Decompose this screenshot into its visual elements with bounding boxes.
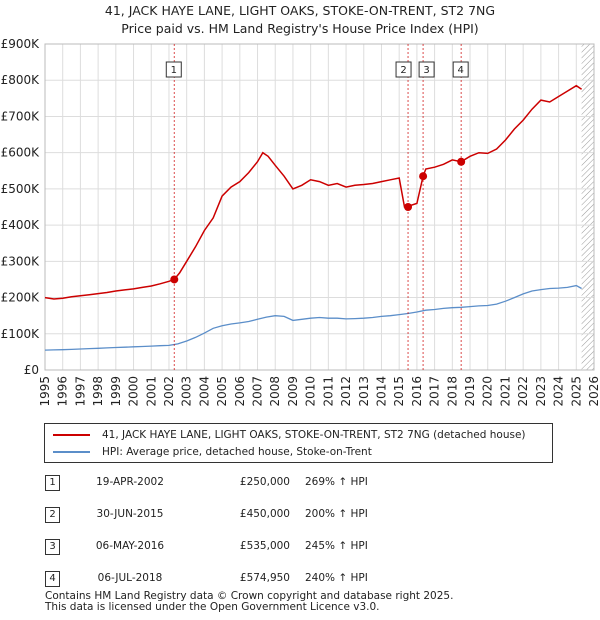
plot-frame — [44, 43, 595, 371]
property-price-line — [44, 84, 583, 300]
y-tick-label: £100K — [1, 327, 41, 341]
x-tick-label: 2024 — [552, 376, 566, 407]
future-hatch — [581, 44, 594, 370]
sale-row: 3 06-MAY-2016 £535,000 245% ↑ HPI — [0, 539, 600, 557]
x-tick-label: 2008 — [268, 376, 282, 407]
x-tick-label: 2010 — [304, 376, 318, 407]
legend-swatch-property — [53, 434, 90, 436]
x-tick-label: 1998 — [91, 376, 105, 407]
x-tick-label: 2022 — [516, 376, 530, 407]
x-tick-label: 2025 — [569, 376, 583, 407]
sale-number: 1 — [45, 475, 60, 491]
x-tick-label: 1997 — [73, 376, 87, 407]
x-tick-label: 2000 — [127, 376, 141, 407]
legend-item-hpi: HPI: Average price, detached house, Stok… — [53, 444, 372, 460]
sale-hpi-change: 245% ↑ HPI — [305, 540, 368, 552]
y-tick-label: £500K — [1, 182, 41, 196]
x-tick-label: 1996 — [56, 376, 70, 407]
x-tick-label: 2011 — [321, 376, 335, 407]
chart-title: 41, JACK HAYE LANE, LIGHT OAKS, STOKE-ON… — [104, 3, 496, 18]
legend-item-property: 41, JACK HAYE LANE, LIGHT OAKS, STOKE-ON… — [53, 427, 526, 443]
x-tick-label: 2023 — [534, 376, 548, 407]
y-tick-label: £200K — [1, 291, 41, 305]
sale-price: £250,000 — [239, 476, 290, 488]
sale-marker-box — [452, 61, 469, 78]
x-tick-label: 2005 — [215, 376, 229, 407]
x-tick-label: 2006 — [233, 376, 247, 407]
sale-date: 30-JUN-2015 — [96, 508, 164, 520]
x-tick-label: 1999 — [109, 376, 123, 407]
sale-marker-box — [418, 61, 435, 78]
x-tick-label: 2026 — [587, 376, 600, 407]
sale-row: 1 19-APR-2002 £250,000 269% ↑ HPI — [0, 475, 600, 493]
sale-marker-box — [165, 61, 182, 78]
y-tick-label: £0 — [24, 363, 39, 377]
y-tick-label: £600K — [1, 146, 41, 160]
price-chart: £0 £100K £200K £300K £400K £500K £600K £700K £80… — [1, 37, 600, 407]
sale-row: 4 06-JUL-2018 £574,950 240% ↑ HPI — [0, 571, 600, 589]
sale-point — [170, 275, 179, 284]
sale-number: 4 — [45, 571, 60, 587]
sale-marker-label: 1 — [171, 65, 177, 76]
y-tick-label: £700K — [1, 109, 41, 123]
sale-date: 06-MAY-2016 — [95, 540, 165, 552]
y-tick-label: £400K — [1, 218, 41, 232]
sale-point — [419, 172, 428, 181]
x-tick-label: 2019 — [463, 376, 477, 407]
sale-point — [457, 157, 466, 166]
sale-price: £535,000 — [239, 540, 290, 552]
sale-number: 3 — [45, 539, 60, 555]
sale-hpi-change: 240% ↑ HPI — [305, 572, 368, 584]
x-tick-label: 2001 — [144, 376, 158, 407]
x-tick-label: 2016 — [410, 376, 424, 407]
x-tick-label: 2015 — [392, 376, 406, 407]
x-tick-label: 2020 — [481, 376, 495, 407]
plot-area — [45, 44, 594, 370]
sale-hpi-change: 200% ↑ HPI — [305, 508, 368, 520]
legend-label-property: 41, JACK HAYE LANE, LIGHT OAKS, STOKE-ON… — [102, 429, 526, 441]
x-tick-label: 2013 — [357, 376, 371, 407]
sale-point — [404, 203, 413, 211]
x-tick-label: 1995 — [38, 376, 52, 407]
sale-price: £574,950 — [239, 572, 290, 584]
x-tick-label: 2012 — [339, 376, 353, 407]
footer-licence: This data is licensed under the Open Gov… — [45, 601, 380, 613]
x-tick-label: 2017 — [428, 376, 442, 407]
x-tick-label: 2002 — [162, 376, 176, 407]
x-tick-label: 2009 — [286, 376, 300, 407]
sale-row: 2 30-JUN-2015 £450,000 200% ↑ HPI — [0, 507, 600, 525]
y-tick-label: £300K — [1, 254, 41, 268]
x-tick-label: 2014 — [374, 376, 388, 407]
x-tick-label: 2003 — [180, 376, 194, 407]
sale-marker-box — [395, 61, 412, 78]
sale-marker-label: 2 — [400, 65, 406, 76]
sale-price: £450,000 — [239, 508, 290, 520]
sale-marker-label: 4 — [457, 65, 463, 76]
sale-number: 2 — [45, 507, 60, 523]
legend-label-hpi: HPI: Average price, detached house, Stok… — [102, 446, 372, 458]
legend-swatch-hpi — [53, 451, 90, 453]
x-tick-label: 2004 — [197, 376, 211, 407]
x-tick-label: 2018 — [445, 376, 459, 407]
y-tick-label: £900K — [1, 37, 41, 51]
sale-hpi-change: 269% ↑ HPI — [305, 476, 368, 488]
chart-legend: 41, JACK HAYE LANE, LIGHT OAKS, STOKE-ON… — [44, 423, 553, 463]
x-tick-label: 2007 — [251, 376, 265, 407]
x-tick-label: 2021 — [498, 376, 512, 407]
footer-copyright: Contains HM Land Registry data © Crown c… — [45, 590, 454, 602]
sale-date: 19-APR-2002 — [96, 476, 164, 488]
hpi-line — [44, 284, 582, 351]
sale-marker-label: 3 — [423, 65, 429, 76]
y-tick-label: £800K — [1, 73, 41, 87]
sale-date: 06-JUL-2018 — [97, 572, 163, 584]
chart-subtitle: Price paid vs. HM Land Registry's House … — [121, 21, 479, 36]
